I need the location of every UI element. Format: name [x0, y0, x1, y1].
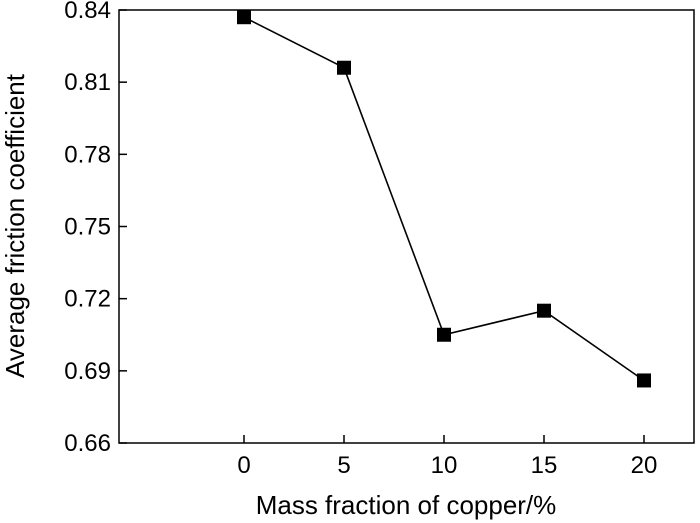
x-tick-label: 15: [531, 452, 558, 479]
y-tick-label: 0.81: [64, 69, 111, 96]
y-tick-label: 0.72: [64, 286, 111, 313]
plot-frame: [118, 9, 695, 444]
y-axis-ticks: 0.66 0.69 0.72 0.75 0.78 0.81 0.84: [64, 0, 127, 457]
data-point-marker: [337, 60, 351, 75]
x-tick-label: 0: [237, 452, 250, 479]
x-axis-title: Mass fraction of copper/%: [256, 490, 557, 520]
x-axis-ticks: 0 5 10 15 20: [237, 435, 657, 479]
x-tick-label: 20: [631, 452, 658, 479]
y-tick-label: 0.75: [64, 214, 111, 241]
data-point-marker: [637, 373, 651, 388]
x-tick-label: 5: [337, 452, 350, 479]
y-tick-label: 0.69: [64, 358, 111, 385]
x-tick-label: 10: [431, 452, 458, 479]
data-point-marker: [537, 303, 551, 318]
y-tick-label: 0.84: [64, 0, 111, 24]
y-tick-label: 0.66: [64, 430, 111, 457]
data-points: [237, 10, 651, 388]
y-tick-label: 0.78: [64, 141, 111, 168]
data-point-marker: [437, 327, 451, 342]
series-line: [243, 16, 645, 382]
data-point-marker: [237, 10, 251, 25]
y-axis-title: Average friction coefficient: [0, 73, 30, 378]
